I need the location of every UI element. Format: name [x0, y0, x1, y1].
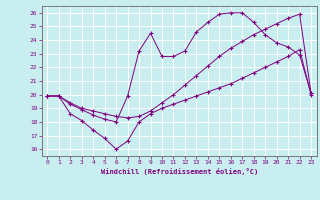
X-axis label: Windchill (Refroidissement éolien,°C): Windchill (Refroidissement éolien,°C): [100, 168, 258, 175]
